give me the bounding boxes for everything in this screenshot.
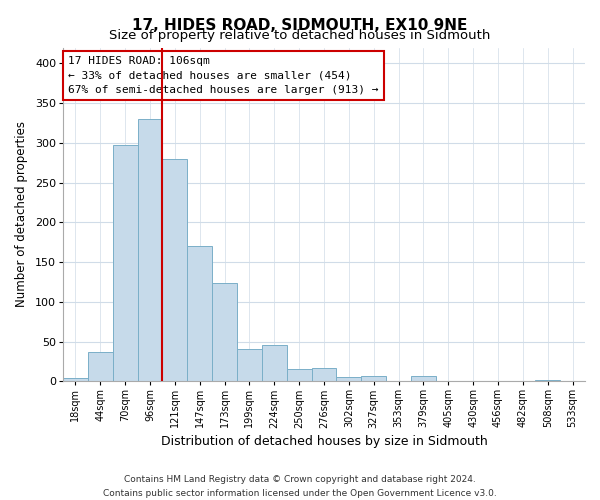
Bar (237, 348, 262, 381)
Text: Size of property relative to detached houses in Sidmouth: Size of property relative to detached ho… (109, 29, 491, 42)
Bar (187, 246, 212, 381)
Bar (113, 145, 137, 381)
Bar (535, 380, 560, 381)
Bar (287, 368, 311, 381)
Text: 17 HIDES ROAD: 106sqm
← 33% of detached houses are smaller (454)
67% of semi-det: 17 HIDES ROAD: 106sqm ← 33% of detached … (68, 56, 379, 94)
Bar (262, 344, 287, 381)
Bar (163, 158, 187, 381)
Text: 17, HIDES ROAD, SIDMOUTH, EX10 9NE: 17, HIDES ROAD, SIDMOUTH, EX10 9NE (133, 18, 467, 32)
Bar (137, 119, 163, 381)
Bar (361, 376, 386, 381)
Text: Contains HM Land Registry data © Crown copyright and database right 2024.
Contai: Contains HM Land Registry data © Crown c… (103, 476, 497, 498)
Bar (411, 376, 436, 381)
Bar (88, 352, 113, 381)
Y-axis label: Number of detached properties: Number of detached properties (15, 122, 28, 308)
Bar (337, 378, 361, 381)
X-axis label: Distribution of detached houses by size in Sidmouth: Distribution of detached houses by size … (161, 434, 487, 448)
Bar (63, 378, 88, 381)
Bar (311, 368, 337, 381)
Bar (212, 284, 237, 381)
